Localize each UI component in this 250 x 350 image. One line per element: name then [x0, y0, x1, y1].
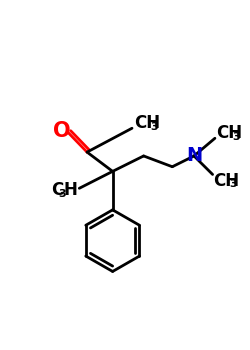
Text: CH: CH: [214, 172, 240, 190]
Text: N: N: [186, 146, 202, 166]
Text: CH: CH: [134, 114, 160, 132]
Text: 3: 3: [150, 122, 158, 132]
Text: 3: 3: [232, 132, 239, 142]
Text: CH: CH: [216, 124, 242, 142]
Text: 3: 3: [58, 189, 66, 199]
Text: O: O: [54, 121, 71, 141]
Text: C: C: [52, 181, 64, 199]
Text: 3: 3: [230, 180, 237, 189]
Text: H: H: [63, 181, 77, 199]
